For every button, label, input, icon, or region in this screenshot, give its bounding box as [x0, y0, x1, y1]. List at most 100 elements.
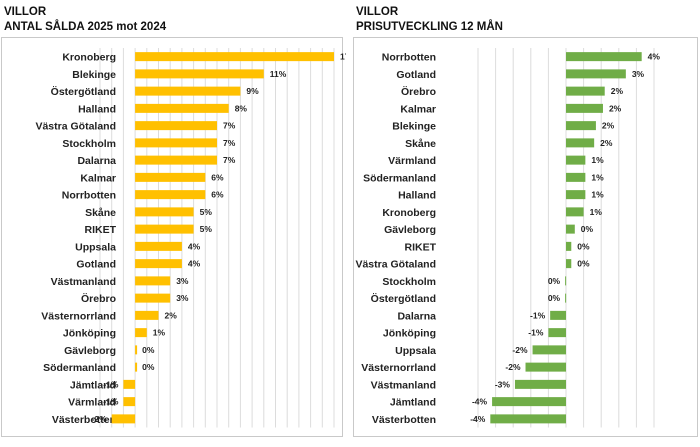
bar — [565, 276, 567, 286]
category-label: RIKET — [405, 241, 437, 253]
data-label: 1% — [591, 155, 604, 165]
data-label: -2% — [92, 414, 108, 424]
bar — [566, 207, 584, 217]
category-label: Kalmar — [400, 103, 436, 115]
bar — [566, 172, 586, 182]
data-label: 4% — [188, 259, 201, 269]
data-label: 7% — [223, 121, 236, 131]
category-label: Västerbotten — [52, 414, 116, 426]
category-label: Dalarna — [397, 310, 436, 322]
bar — [111, 414, 136, 424]
bar — [135, 207, 194, 217]
category-label: Kalmar — [80, 172, 116, 184]
bar — [135, 172, 206, 182]
bar — [135, 293, 171, 303]
bar — [123, 397, 136, 407]
sold-units-panel: VILLOR ANTAL SÅLDA 2025 mot 2024 Kronobe… — [0, 0, 346, 447]
category-label: Västmanland — [51, 276, 116, 288]
category-label: Skåne — [85, 207, 116, 219]
category-label: Jämtland — [390, 397, 436, 409]
category-label: Jämtland — [70, 379, 116, 391]
bar — [135, 121, 217, 131]
data-label: 0% — [577, 241, 590, 251]
data-label: 6% — [211, 172, 224, 182]
category-label: Gävleborg — [64, 345, 116, 357]
category-label: Södermanland — [43, 362, 116, 374]
data-label: 9% — [246, 86, 259, 96]
category-label: Värmland — [388, 155, 436, 167]
data-label: 4% — [188, 241, 201, 251]
bar — [566, 259, 572, 269]
bar — [135, 52, 334, 62]
bar — [566, 138, 595, 148]
category-label: Örebro — [401, 85, 436, 98]
bar — [565, 293, 567, 303]
bar — [490, 414, 566, 424]
bar — [550, 310, 566, 320]
data-label: -4% — [472, 397, 488, 407]
data-label: 1% — [153, 328, 166, 338]
category-label: Västerbotten — [372, 414, 436, 426]
data-label: 0% — [577, 259, 590, 269]
data-label: 1% — [590, 207, 603, 217]
data-label: -4% — [470, 414, 486, 424]
bar — [135, 362, 138, 372]
price-change-panel: VILLOR PRISUTVECKLING 12 MÅN Norrbotten 4… — [352, 0, 700, 447]
category-label: Gävleborg — [384, 224, 436, 236]
bar — [135, 310, 159, 320]
bar — [123, 379, 136, 389]
price-change-bar-chart: Norrbotten 4% Gotland 3% Örebro 2% Kalmar 2% Ble… — [355, 48, 660, 428]
data-label: 0% — [142, 362, 155, 372]
bar — [135, 328, 147, 338]
category-label: Västernorrland — [361, 362, 436, 374]
category-label: Södermanland — [363, 172, 436, 184]
bar — [566, 52, 642, 62]
data-label: 1% — [591, 172, 604, 182]
category-label: Östergötland — [371, 292, 436, 305]
bar — [135, 138, 217, 148]
data-label: 3% — [176, 276, 189, 286]
category-label: Kronoberg — [62, 52, 116, 64]
category-label: Norrbotten — [62, 190, 116, 202]
data-label: -1% — [528, 328, 544, 338]
chart-title: VILLOR — [4, 6, 47, 18]
data-label: 11% — [270, 69, 287, 79]
data-label: 7% — [223, 138, 236, 148]
bar — [566, 155, 586, 165]
data-label: 0% — [581, 224, 594, 234]
category-label: Uppsala — [75, 241, 116, 253]
category-label: Västra Götaland — [355, 259, 436, 271]
bar — [566, 86, 605, 96]
category-label: RIKET — [85, 224, 117, 236]
bar — [566, 69, 626, 79]
bar — [135, 259, 182, 269]
data-label: -1% — [530, 310, 546, 320]
data-label: 2% — [602, 121, 615, 131]
category-label: Dalarna — [77, 155, 116, 167]
chart-subtitle: PRISUTVECKLING 12 MÅN — [356, 21, 503, 33]
category-label: Jönköping — [383, 328, 436, 340]
sold-units-bar-chart: Kronoberg 17% Blekinge 11% Östergötland 9% Hal… — [35, 48, 346, 428]
data-label: 0% — [548, 293, 561, 303]
data-label: 2% — [600, 138, 613, 148]
data-label: 3% — [632, 69, 645, 79]
data-label: -2% — [512, 345, 528, 355]
category-label: Stockholm — [62, 138, 116, 150]
bar — [135, 345, 138, 355]
data-label: 2% — [611, 86, 624, 96]
category-label: Halland — [398, 190, 436, 202]
data-label: 7% — [223, 155, 236, 165]
data-label: 5% — [200, 207, 213, 217]
bar — [566, 241, 572, 251]
data-label: 3% — [176, 293, 189, 303]
category-label: Uppsala — [395, 345, 436, 357]
bar — [135, 276, 171, 286]
category-label: Västernorrland — [41, 310, 116, 322]
data-label: 0% — [142, 345, 155, 355]
category-label: Örebro — [81, 292, 116, 305]
data-label: 8% — [235, 103, 248, 113]
bar — [135, 155, 217, 165]
data-label: 6% — [211, 190, 224, 200]
bar — [492, 397, 566, 407]
category-label: Västra Götaland — [35, 121, 116, 133]
